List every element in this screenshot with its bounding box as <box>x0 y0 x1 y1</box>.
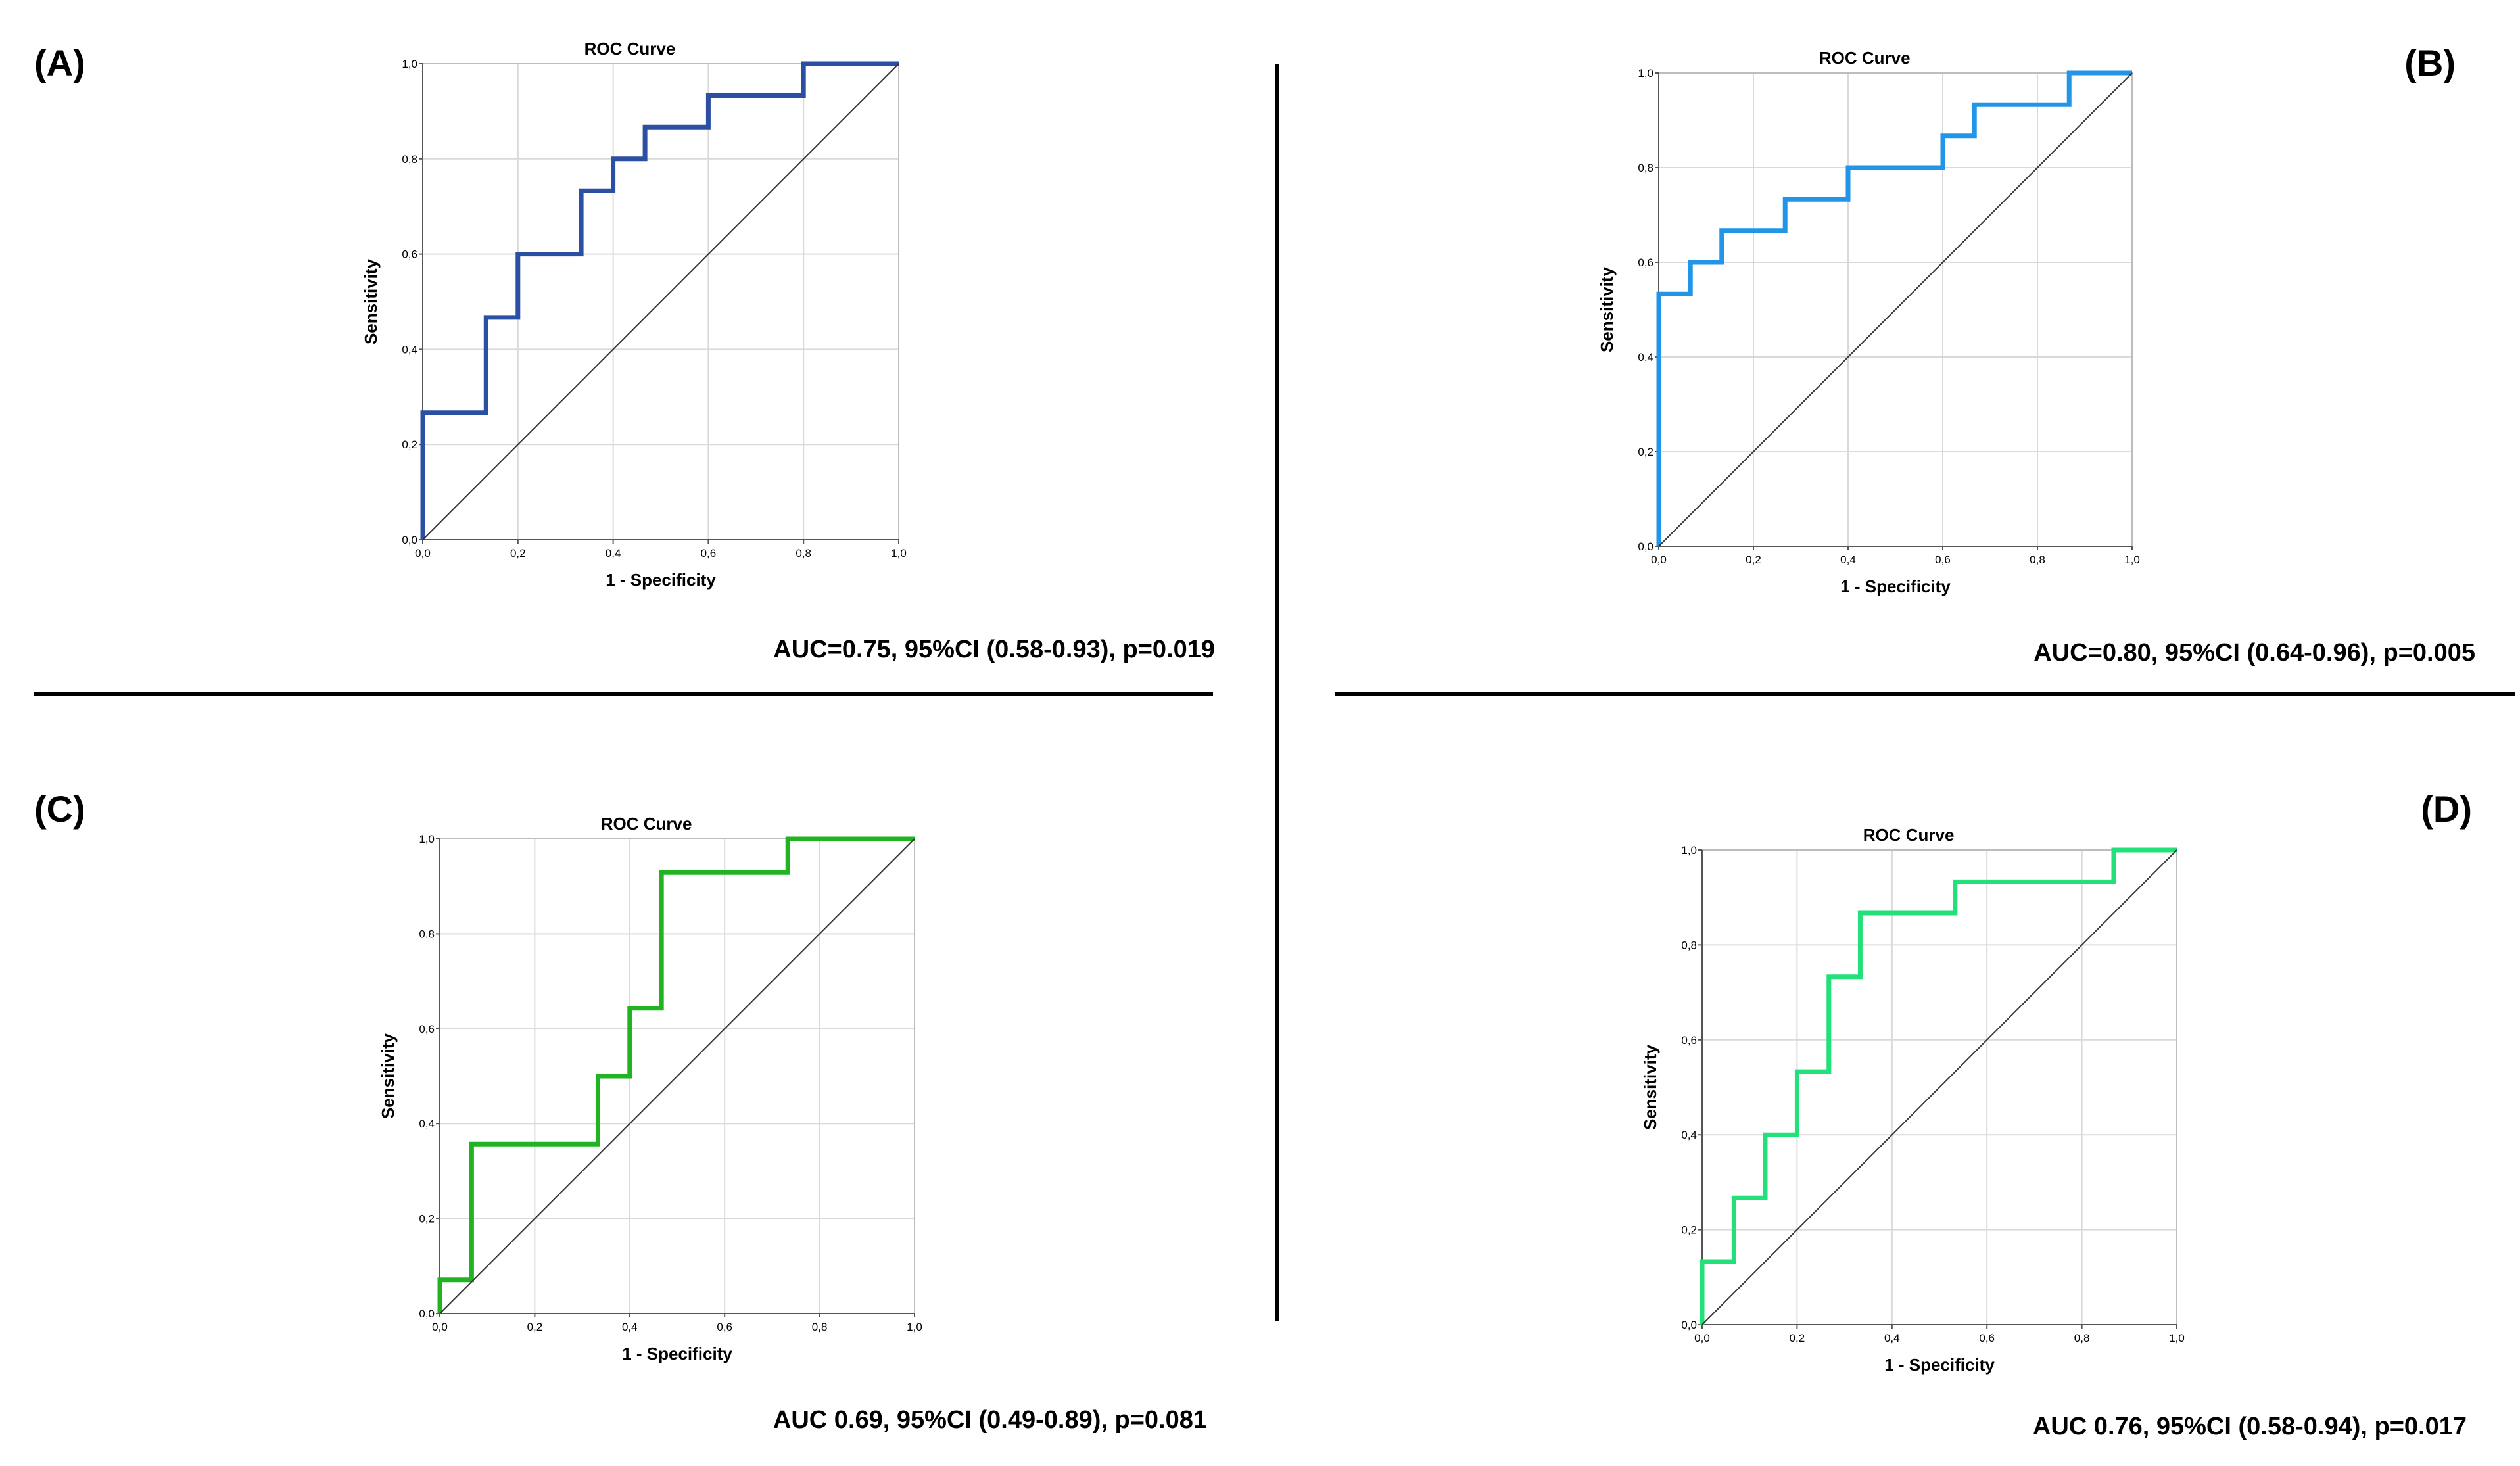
x-tick-label: 0,2 <box>1746 554 1761 566</box>
y-tick-label: 0,2 <box>1681 1224 1697 1237</box>
auc-stats: AUC=0.80, 95%CI (0.64-0.96), p=0.005 <box>2033 639 2475 667</box>
x-tick-label: 0,4 <box>622 1321 638 1333</box>
y-tick-label: 1,0 <box>402 58 417 70</box>
y-tick-label: 0,8 <box>402 153 417 166</box>
x-axis-title: 1 - Specificity <box>622 1344 732 1363</box>
x-tick-label: 0,2 <box>1790 1332 1805 1344</box>
panel-label: (B) <box>2404 42 2456 83</box>
chart-title: ROC Curve <box>1863 825 1955 845</box>
y-tick-label: 0,4 <box>419 1118 435 1130</box>
y-tick-label: 0,8 <box>419 928 435 940</box>
x-tick-label: 0,6 <box>717 1321 732 1333</box>
panel-label: (C) <box>34 788 85 830</box>
y-tick-label: 0,0 <box>1681 1319 1697 1331</box>
y-axis-title: Sensitivity <box>1640 1044 1660 1130</box>
x-tick-label: 0,6 <box>1935 554 1951 566</box>
y-tick-label: 0,8 <box>1638 162 1653 174</box>
x-axis-title: 1 - Specificity <box>1840 577 1951 596</box>
roc-curve-line <box>437 836 915 1313</box>
panel-label: (A) <box>34 42 85 83</box>
y-tick-label: 1,0 <box>1638 67 1653 80</box>
y-tick-label: 0,4 <box>402 343 417 356</box>
x-tick-label: 0,2 <box>510 547 526 559</box>
y-tick-label: 0,6 <box>1681 1034 1697 1047</box>
x-tick-label: 0,6 <box>701 547 717 559</box>
y-tick-label: 0,6 <box>419 1023 435 1035</box>
y-tick-label: 1,0 <box>419 833 435 845</box>
x-tick-label: 0,2 <box>527 1321 543 1333</box>
panel-c: (C) 0,0 0,2 0,4 0,6 0,8 1,0 0,0 0,2 0,4 0,6 0,8 1,0 R… <box>34 788 1207 1434</box>
x-tick-label: 1,0 <box>907 1321 922 1333</box>
y-tick-label: 0,2 <box>402 438 417 451</box>
x-tick-label: 0,0 <box>1694 1332 1710 1344</box>
x-tick-label: 0,0 <box>432 1321 448 1333</box>
reference-line <box>1658 72 2133 547</box>
reference-line <box>439 838 915 1314</box>
auc-stats: AUC=0.75, 95%CI (0.58-0.93), p=0.019 <box>773 636 1215 663</box>
y-tick-label: 1,0 <box>1681 844 1697 857</box>
x-axis-title: 1 - Specificity <box>1884 1355 1995 1375</box>
panel-d: (D) 0,0 0,2 0,4 0,6 0,8 1,0 0,0 0,2 0,4 0,6 0,8 1,0 R… <box>1640 788 2472 1440</box>
x-tick-label: 0,0 <box>415 547 431 559</box>
y-tick-label: 0,0 <box>402 534 417 546</box>
reference-line <box>422 63 899 540</box>
x-tick-label: 0,4 <box>606 547 621 559</box>
y-tick-label: 0,6 <box>402 248 417 261</box>
panel-b: (B) 0,0 0,2 0,4 0,6 0,8 1,0 0,0 0,2 0,4 0,6 0,8 1,0 R… <box>1597 42 2475 667</box>
x-tick-label: 1,0 <box>2169 1332 2185 1344</box>
x-tick-label: 1,0 <box>891 547 907 559</box>
x-tick-label: 0,6 <box>1979 1332 1995 1344</box>
panel-label: (D) <box>2421 788 2472 830</box>
roc-curve-line <box>420 61 899 540</box>
y-axis-title: Sensitivity <box>378 1033 398 1119</box>
x-tick-label: 0,8 <box>2074 1332 2090 1344</box>
chart-title: ROC Curve <box>1819 48 1911 68</box>
y-axis-title: Sensitivity <box>361 258 381 344</box>
x-tick-label: 0,8 <box>796 547 811 559</box>
y-tick-label: 0,2 <box>1638 446 1653 458</box>
x-tick-label: 1,0 <box>2124 554 2140 566</box>
y-tick-label: 0,4 <box>1638 351 1653 364</box>
roc-curve-line <box>1656 70 2132 546</box>
y-tick-label: 0,4 <box>1681 1129 1697 1141</box>
y-tick-label: 0,6 <box>1638 256 1653 269</box>
x-tick-label: 0,8 <box>2030 554 2045 566</box>
x-tick-label: 0,4 <box>1884 1332 1900 1344</box>
auc-stats: AUC 0.76, 95%CI (0.58-0.94), p=0.017 <box>2033 1413 2467 1440</box>
y-tick-label: 0,8 <box>1681 939 1697 951</box>
y-tick-label: 0,2 <box>419 1213 435 1225</box>
roc-curve-line <box>1700 847 2177 1325</box>
panel-a: (A) 0,0 0,2 0,4 0,6 0,8 1,0 0,0 0,2 0,4 0,6 0,8 1,0 R… <box>34 39 1215 663</box>
y-tick-label: 0,0 <box>1638 540 1653 553</box>
y-tick-label: 0,0 <box>419 1308 435 1320</box>
x-tick-label: 0,0 <box>1651 554 1667 566</box>
y-axis-title: Sensitivity <box>1597 266 1617 352</box>
x-tick-label: 0,4 <box>1840 554 1856 566</box>
reference-line <box>1701 849 2177 1325</box>
x-tick-label: 0,8 <box>812 1321 828 1333</box>
chart-title: ROC Curve <box>584 39 676 59</box>
chart-title: ROC Curve <box>601 814 692 834</box>
x-axis-title: 1 - Specificity <box>606 570 716 590</box>
auc-stats: AUC 0.69, 95%CI (0.49-0.89), p=0.081 <box>773 1406 1207 1434</box>
